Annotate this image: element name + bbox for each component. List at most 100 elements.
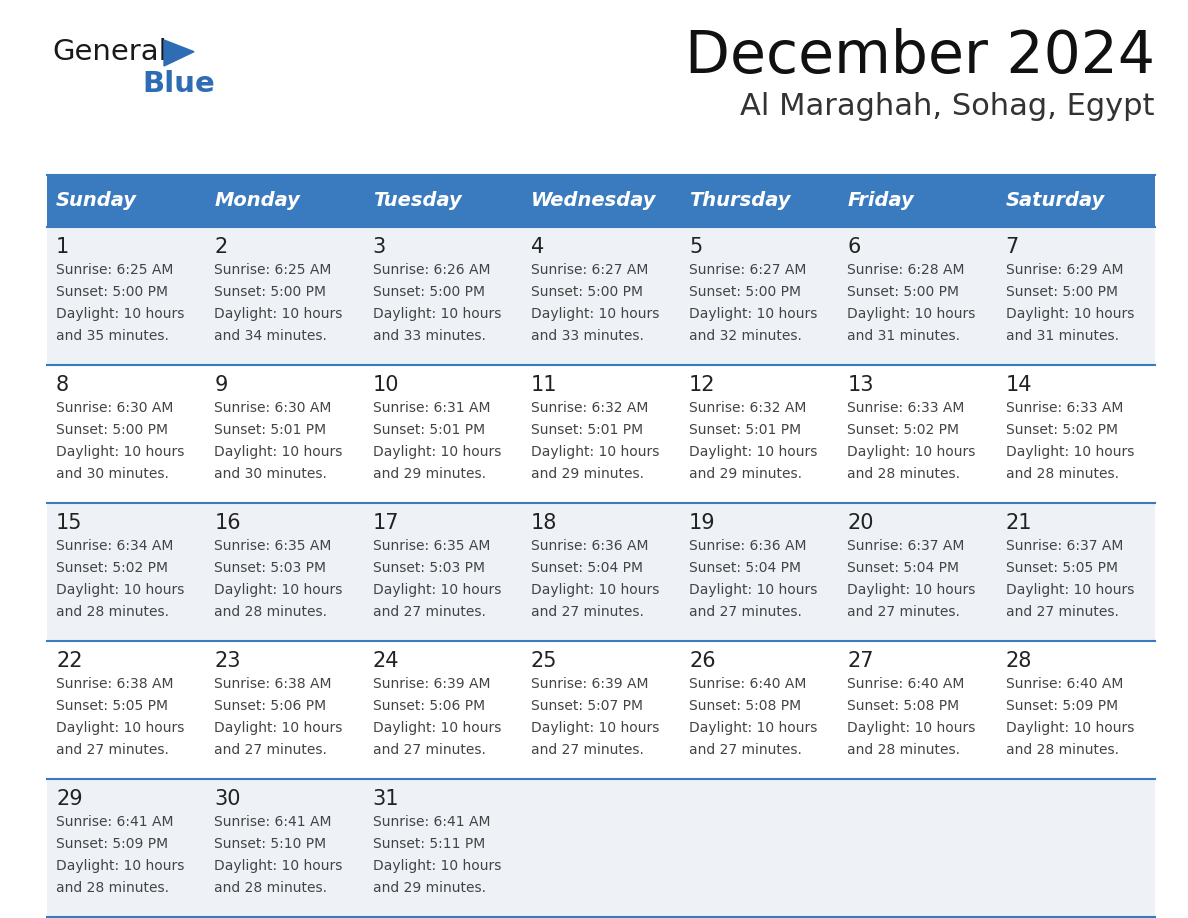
Text: Sunrise: 6:27 AM: Sunrise: 6:27 AM	[531, 263, 649, 277]
Text: Sunset: 5:04 PM: Sunset: 5:04 PM	[531, 561, 643, 575]
Text: Sunset: 5:00 PM: Sunset: 5:00 PM	[1006, 285, 1118, 299]
Text: Daylight: 10 hours: Daylight: 10 hours	[214, 859, 342, 873]
Bar	[206, 175, 364, 227]
Text: Daylight: 10 hours: Daylight: 10 hours	[1006, 307, 1135, 321]
Text: Sunset: 5:00 PM: Sunset: 5:00 PM	[531, 285, 643, 299]
Text: Sunset: 5:08 PM: Sunset: 5:08 PM	[847, 699, 960, 713]
Text: Sunrise: 6:41 AM: Sunrise: 6:41 AM	[373, 815, 491, 829]
Text: and 28 minutes.: and 28 minutes.	[1006, 743, 1119, 757]
Text: Sunrise: 6:32 AM: Sunrise: 6:32 AM	[689, 401, 807, 415]
Text: 20: 20	[847, 513, 874, 533]
Text: Sunrise: 6:36 AM: Sunrise: 6:36 AM	[689, 539, 807, 553]
Text: Sunrise: 6:36 AM: Sunrise: 6:36 AM	[531, 539, 649, 553]
Text: 27: 27	[847, 651, 874, 671]
Text: Daylight: 10 hours: Daylight: 10 hours	[1006, 583, 1135, 597]
Text: Daylight: 10 hours: Daylight: 10 hours	[531, 583, 659, 597]
Text: and 28 minutes.: and 28 minutes.	[1006, 467, 1119, 481]
Text: 24: 24	[373, 651, 399, 671]
Text: Sunrise: 6:25 AM: Sunrise: 6:25 AM	[56, 263, 173, 277]
Text: and 28 minutes.: and 28 minutes.	[56, 881, 169, 895]
Text: Daylight: 10 hours: Daylight: 10 hours	[214, 583, 342, 597]
Text: 29: 29	[56, 789, 83, 809]
Text: Sunrise: 6:39 AM: Sunrise: 6:39 AM	[531, 677, 649, 691]
Text: Daylight: 10 hours: Daylight: 10 hours	[56, 721, 184, 735]
Text: 21: 21	[1006, 513, 1032, 533]
Text: Sunset: 5:03 PM: Sunset: 5:03 PM	[373, 561, 485, 575]
Text: and 28 minutes.: and 28 minutes.	[847, 467, 960, 481]
Text: Thursday: Thursday	[689, 192, 791, 210]
Text: Sunset: 5:00 PM: Sunset: 5:00 PM	[373, 285, 485, 299]
Text: Daylight: 10 hours: Daylight: 10 hours	[214, 307, 342, 321]
Text: Daylight: 10 hours: Daylight: 10 hours	[689, 445, 817, 459]
Text: 9: 9	[214, 375, 228, 395]
Text: Sunrise: 6:33 AM: Sunrise: 6:33 AM	[1006, 401, 1123, 415]
Text: 30: 30	[214, 789, 241, 809]
Text: Sunset: 5:09 PM: Sunset: 5:09 PM	[56, 837, 169, 851]
Text: 18: 18	[531, 513, 557, 533]
Bar	[48, 227, 1155, 365]
Text: Sunrise: 6:40 AM: Sunrise: 6:40 AM	[689, 677, 807, 691]
Text: and 27 minutes.: and 27 minutes.	[847, 605, 960, 619]
Text: Daylight: 10 hours: Daylight: 10 hours	[373, 721, 501, 735]
Text: Sunset: 5:02 PM: Sunset: 5:02 PM	[847, 423, 960, 437]
Text: Sunset: 5:05 PM: Sunset: 5:05 PM	[56, 699, 168, 713]
Text: Sunrise: 6:39 AM: Sunrise: 6:39 AM	[373, 677, 491, 691]
Text: Sunset: 5:01 PM: Sunset: 5:01 PM	[689, 423, 801, 437]
Text: Sunrise: 6:35 AM: Sunrise: 6:35 AM	[373, 539, 489, 553]
Text: Daylight: 10 hours: Daylight: 10 hours	[373, 583, 501, 597]
Text: 14: 14	[1006, 375, 1032, 395]
Text: and 28 minutes.: and 28 minutes.	[214, 605, 327, 619]
Text: Daylight: 10 hours: Daylight: 10 hours	[689, 583, 817, 597]
Text: Saturday: Saturday	[1006, 192, 1105, 210]
Text: Sunrise: 6:29 AM: Sunrise: 6:29 AM	[1006, 263, 1123, 277]
Text: and 27 minutes.: and 27 minutes.	[689, 605, 802, 619]
Text: and 32 minutes.: and 32 minutes.	[689, 329, 802, 343]
Bar	[48, 641, 1155, 779]
Text: Sunset: 5:10 PM: Sunset: 5:10 PM	[214, 837, 327, 851]
Text: General: General	[52, 38, 166, 66]
Bar	[839, 175, 997, 227]
Text: and 28 minutes.: and 28 minutes.	[847, 743, 960, 757]
Text: 25: 25	[531, 651, 557, 671]
Text: Daylight: 10 hours: Daylight: 10 hours	[56, 859, 184, 873]
Bar	[48, 779, 1155, 917]
Text: and 27 minutes.: and 27 minutes.	[689, 743, 802, 757]
Bar	[997, 175, 1155, 227]
Text: Sunrise: 6:34 AM: Sunrise: 6:34 AM	[56, 539, 173, 553]
Text: and 29 minutes.: and 29 minutes.	[373, 467, 486, 481]
Text: Daylight: 10 hours: Daylight: 10 hours	[531, 445, 659, 459]
Text: Sunrise: 6:37 AM: Sunrise: 6:37 AM	[1006, 539, 1123, 553]
Text: Daylight: 10 hours: Daylight: 10 hours	[56, 583, 184, 597]
Text: Sunset: 5:06 PM: Sunset: 5:06 PM	[373, 699, 485, 713]
Text: 28: 28	[1006, 651, 1032, 671]
Text: Daylight: 10 hours: Daylight: 10 hours	[847, 583, 975, 597]
Text: and 31 minutes.: and 31 minutes.	[847, 329, 960, 343]
Text: Sunrise: 6:40 AM: Sunrise: 6:40 AM	[1006, 677, 1123, 691]
Text: Daylight: 10 hours: Daylight: 10 hours	[373, 307, 501, 321]
Text: 13: 13	[847, 375, 874, 395]
Text: Tuesday: Tuesday	[373, 192, 461, 210]
Text: Sunset: 5:08 PM: Sunset: 5:08 PM	[689, 699, 801, 713]
Text: Sunrise: 6:33 AM: Sunrise: 6:33 AM	[847, 401, 965, 415]
Text: Sunset: 5:11 PM: Sunset: 5:11 PM	[373, 837, 485, 851]
Text: and 27 minutes.: and 27 minutes.	[1006, 605, 1119, 619]
Text: and 27 minutes.: and 27 minutes.	[373, 743, 486, 757]
Text: and 29 minutes.: and 29 minutes.	[689, 467, 802, 481]
Text: Sunset: 5:00 PM: Sunset: 5:00 PM	[689, 285, 801, 299]
Text: Daylight: 10 hours: Daylight: 10 hours	[214, 721, 342, 735]
Text: Wednesday: Wednesday	[531, 192, 656, 210]
Text: Sunrise: 6:32 AM: Sunrise: 6:32 AM	[531, 401, 649, 415]
Text: Sunrise: 6:30 AM: Sunrise: 6:30 AM	[214, 401, 331, 415]
Text: and 33 minutes.: and 33 minutes.	[373, 329, 486, 343]
Polygon shape	[164, 40, 194, 66]
Text: Sunrise: 6:31 AM: Sunrise: 6:31 AM	[373, 401, 491, 415]
Text: Sunrise: 6:41 AM: Sunrise: 6:41 AM	[214, 815, 331, 829]
Bar	[681, 175, 839, 227]
Bar	[364, 175, 522, 227]
Text: Sunrise: 6:27 AM: Sunrise: 6:27 AM	[689, 263, 807, 277]
Text: 10: 10	[373, 375, 399, 395]
Text: and 28 minutes.: and 28 minutes.	[56, 605, 169, 619]
Text: Daylight: 10 hours: Daylight: 10 hours	[531, 307, 659, 321]
Text: and 30 minutes.: and 30 minutes.	[214, 467, 327, 481]
Text: Sunrise: 6:40 AM: Sunrise: 6:40 AM	[847, 677, 965, 691]
